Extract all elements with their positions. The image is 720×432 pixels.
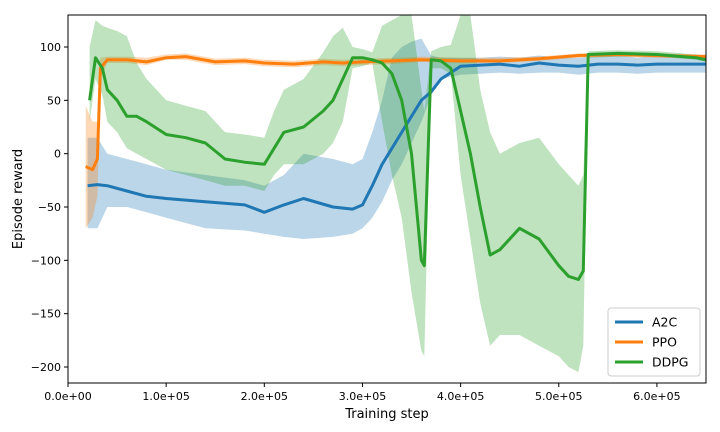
series-lines bbox=[85, 51, 706, 281]
y-axis-label: Episode reward bbox=[11, 149, 26, 249]
x-axis-label: Training step bbox=[344, 407, 429, 422]
legend-label-a2c: A2C bbox=[652, 315, 678, 330]
x-tick-label: 0.0e+00 bbox=[44, 390, 91, 403]
legend: A2C PPO DDPG bbox=[607, 307, 701, 377]
x-tick-label: 1.0e+05 bbox=[142, 390, 189, 403]
ddpg-line bbox=[88, 51, 706, 281]
ddpg-band bbox=[89, 15, 706, 373]
y-tick-label: −150 bbox=[31, 308, 61, 321]
y-tick-label: 100 bbox=[40, 41, 61, 54]
x-tick-label: 4.0e+05 bbox=[437, 390, 484, 403]
y-tick-label: −200 bbox=[31, 361, 61, 374]
y-axis-ticks: −200 −150 −100 −50 0 50 100 bbox=[31, 41, 68, 374]
plot-frame bbox=[67, 14, 707, 384]
x-tick-label: 3.0e+05 bbox=[339, 390, 386, 403]
x-tick-label: 5.0e+05 bbox=[535, 390, 582, 403]
x-tick-label: 2.0e+05 bbox=[241, 390, 288, 403]
ppo-line bbox=[85, 53, 706, 172]
legend-box bbox=[607, 307, 701, 377]
y-tick-label: −100 bbox=[31, 254, 61, 267]
legend-label-ppo: PPO bbox=[652, 335, 677, 350]
y-tick-label: 50 bbox=[47, 94, 61, 107]
y-tick-label: −50 bbox=[38, 201, 61, 214]
x-tick-label: 6.0e+05 bbox=[633, 390, 680, 403]
legend-label-ddpg: DDPG bbox=[652, 355, 688, 370]
x-axis-ticks: 0.0e+00 1.0e+05 2.0e+05 3.0e+05 4.0e+05 5.0e+… bbox=[44, 383, 681, 403]
y-tick-label: 0 bbox=[54, 148, 61, 161]
